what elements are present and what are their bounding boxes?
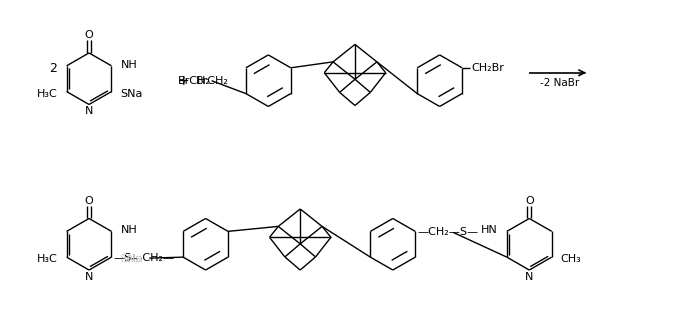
- Text: N: N: [525, 272, 533, 282]
- Text: H₃C: H₃C: [37, 89, 58, 99]
- Text: O: O: [84, 196, 94, 206]
- Text: —S—CH₂—: —S—CH₂—: [114, 253, 174, 263]
- Text: NH: NH: [121, 60, 138, 70]
- Text: NH: NH: [121, 226, 138, 235]
- Text: O: O: [84, 30, 94, 40]
- Text: SNa: SNa: [121, 89, 143, 99]
- Text: +: +: [178, 74, 189, 88]
- Text: HN: HN: [481, 226, 498, 235]
- Text: SNa: SNa: [121, 254, 143, 264]
- Text: H₃C: H₃C: [37, 254, 58, 264]
- Text: 2: 2: [50, 62, 57, 75]
- Text: -2 NaBr: -2 NaBr: [540, 78, 579, 88]
- Text: —CH₂—S—: —CH₂—S—: [417, 227, 478, 237]
- Text: BrCH₂: BrCH₂: [195, 76, 228, 86]
- Text: N: N: [85, 272, 94, 282]
- Text: BrCH₂: BrCH₂: [178, 76, 211, 86]
- Text: SNa: SNa: [121, 254, 143, 264]
- Text: CH₃: CH₃: [560, 254, 581, 264]
- Text: N: N: [85, 107, 94, 116]
- Text: CH₂Br: CH₂Br: [471, 63, 504, 73]
- Text: O: O: [525, 196, 534, 206]
